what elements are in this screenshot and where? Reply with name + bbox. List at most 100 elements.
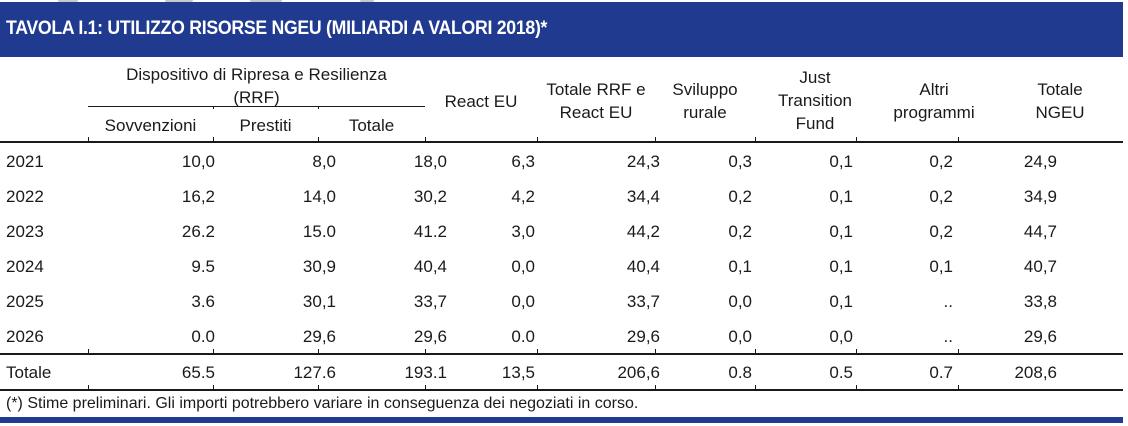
cell-sviluppo-rurale: 0.8 — [728, 363, 752, 382]
cell-altri: 0,2 — [929, 187, 953, 206]
header-totale-rrf: Totale — [348, 116, 395, 135]
cell-prestiti: 8,0 — [312, 152, 336, 171]
header-totale-rrf-react: Totale RRF e React EU — [537, 78, 655, 124]
column-tick — [88, 137, 89, 142]
cell-react-eu: 0.0 — [511, 327, 535, 346]
cell-totale-rrf-react: 34,4 — [626, 187, 660, 206]
cell-jtf: 0,1 — [829, 292, 853, 311]
column-tick — [318, 385, 319, 390]
cell-totale-ngeu: 33,8 — [1023, 292, 1057, 311]
header-sviluppo-line1: Sviluppo — [672, 80, 738, 99]
row-label: Totale — [6, 363, 52, 382]
row-label: 2023 — [6, 222, 44, 241]
table-row: 2021 10,0 8,0 18,0 6,3 24,3 0,3 0,1 0,2 24,9 — [0, 144, 1123, 179]
cell-altri: 0.7 — [929, 363, 953, 382]
header-group-rrf-line1: Dispositivo di Ripresa e Resilienza — [126, 65, 387, 84]
column-tick — [755, 349, 756, 354]
cell-sovvenzioni: 26.2 — [181, 222, 215, 241]
header-totale-ngeu-line1: Totale — [1037, 80, 1083, 99]
watermark-shape — [360, 0, 374, 3]
cell-totale-rrf-react: 44,2 — [626, 222, 660, 241]
cell-sovvenzioni: 0.0 — [191, 327, 215, 346]
cell-totale-ngeu: 24,9 — [1023, 152, 1057, 171]
cell-sviluppo-rurale: 0,0 — [728, 292, 752, 311]
cell-totale: 41.2 — [413, 222, 447, 241]
cell-totale-ngeu: 34,9 — [1023, 187, 1057, 206]
cell-sovvenzioni: 9.5 — [191, 257, 215, 276]
cell-jtf: 0.5 — [829, 363, 853, 382]
cell-totale-ngeu: 40,7 — [1023, 257, 1057, 276]
cell-jtf: 0,1 — [829, 222, 853, 241]
header-sovvenzioni: Sovvenzioni — [104, 116, 197, 135]
cell-react-eu: 13,5 — [501, 363, 535, 382]
cell-totale-rrf-react: 40,4 — [626, 257, 660, 276]
cell-sovvenzioni: 3.6 — [191, 292, 215, 311]
column-tick — [213, 106, 214, 109]
cell-totale: 30,2 — [413, 187, 447, 206]
cell-totale: 193.1 — [404, 363, 447, 382]
column-tick — [213, 385, 214, 390]
cell-react-eu: 6,3 — [511, 152, 535, 171]
column-tick — [958, 137, 959, 142]
column-tick — [958, 385, 959, 390]
column-tick — [655, 385, 656, 390]
header-group-rrf: Dispositivo di Ripresa e Resilienza (RRF… — [88, 63, 425, 109]
cell-prestiti: 127.6 — [293, 363, 336, 382]
title-band — [0, 2, 1123, 57]
header-totale-ngeu-line2: NGEU — [1035, 103, 1085, 122]
cell-jtf: 0,1 — [829, 257, 853, 276]
cell-sovvenzioni: 16,2 — [181, 187, 215, 206]
cell-prestiti: 14,0 — [302, 187, 336, 206]
header-jtf-line3: Fund — [795, 114, 835, 133]
row-label: 2025 — [6, 292, 44, 311]
column-tick — [537, 137, 538, 142]
header-sviluppo-rurale: Sviluppo rurale — [655, 78, 755, 124]
watermark-shape — [250, 0, 282, 3]
column-tick — [856, 349, 857, 354]
column-tick — [655, 137, 656, 142]
cell-totale-ngeu: 29,6 — [1023, 327, 1057, 346]
header-totale-ngeu: Totale NGEU — [1010, 78, 1110, 124]
row-label: 2021 — [6, 152, 44, 171]
header-jtf-line2: Transition — [777, 91, 852, 110]
cell-totale: 29,6 — [413, 327, 447, 346]
cell-altri: 0,2 — [929, 222, 953, 241]
header-prestiti: Prestiti — [239, 116, 292, 135]
column-tick — [213, 137, 214, 142]
table-row: 2023 26.2 15.0 41.2 3,0 44,2 0,2 0,1 0,2 44,7 — [0, 214, 1123, 249]
column-tick — [856, 137, 857, 142]
cell-sovvenzioni: 10,0 — [181, 152, 215, 171]
cell-jtf: 0,1 — [829, 187, 853, 206]
cell-altri: .. — [943, 292, 953, 311]
cell-totale-ngeu: 208,6 — [1014, 363, 1057, 382]
cell-sviluppo-rurale: 0,2 — [728, 187, 752, 206]
cell-react-eu: 4,2 — [511, 187, 535, 206]
column-tick — [318, 349, 319, 354]
column-tick — [755, 137, 756, 142]
cell-react-eu: 0,0 — [511, 257, 535, 276]
column-tick — [318, 137, 319, 142]
row-label: 2024 — [6, 257, 44, 276]
header-totale-rrf-react-line1: Totale RRF e — [546, 80, 646, 99]
header-bottom-rule — [0, 141, 1123, 143]
header-sviluppo-line2: rurale — [683, 103, 727, 122]
cell-altri: .. — [943, 327, 953, 346]
header-group-rrf-line2: (RRF) — [233, 88, 280, 107]
header-just-transition-fund: Just Transition Fund — [755, 66, 875, 135]
body-bottom-rule — [0, 353, 1123, 355]
cell-altri: 0,2 — [929, 152, 953, 171]
cell-totale: 40,4 — [413, 257, 447, 276]
header-totale-rrf-react-line2: React EU — [559, 103, 633, 122]
cell-totale-rrf-react: 24,3 — [626, 152, 660, 171]
header-react-eu: React EU — [444, 92, 518, 111]
row-label: 2022 — [6, 187, 44, 206]
cell-prestiti: 30,9 — [302, 257, 336, 276]
column-tick — [425, 385, 426, 390]
cell-altri: 0,1 — [929, 257, 953, 276]
cell-prestiti: 30,1 — [302, 292, 336, 311]
total-bottom-rule — [0, 389, 1123, 391]
cell-sviluppo-rurale: 0,1 — [728, 257, 752, 276]
column-tick — [537, 349, 538, 354]
bottom-band — [0, 417, 1123, 423]
column-tick — [755, 385, 756, 390]
